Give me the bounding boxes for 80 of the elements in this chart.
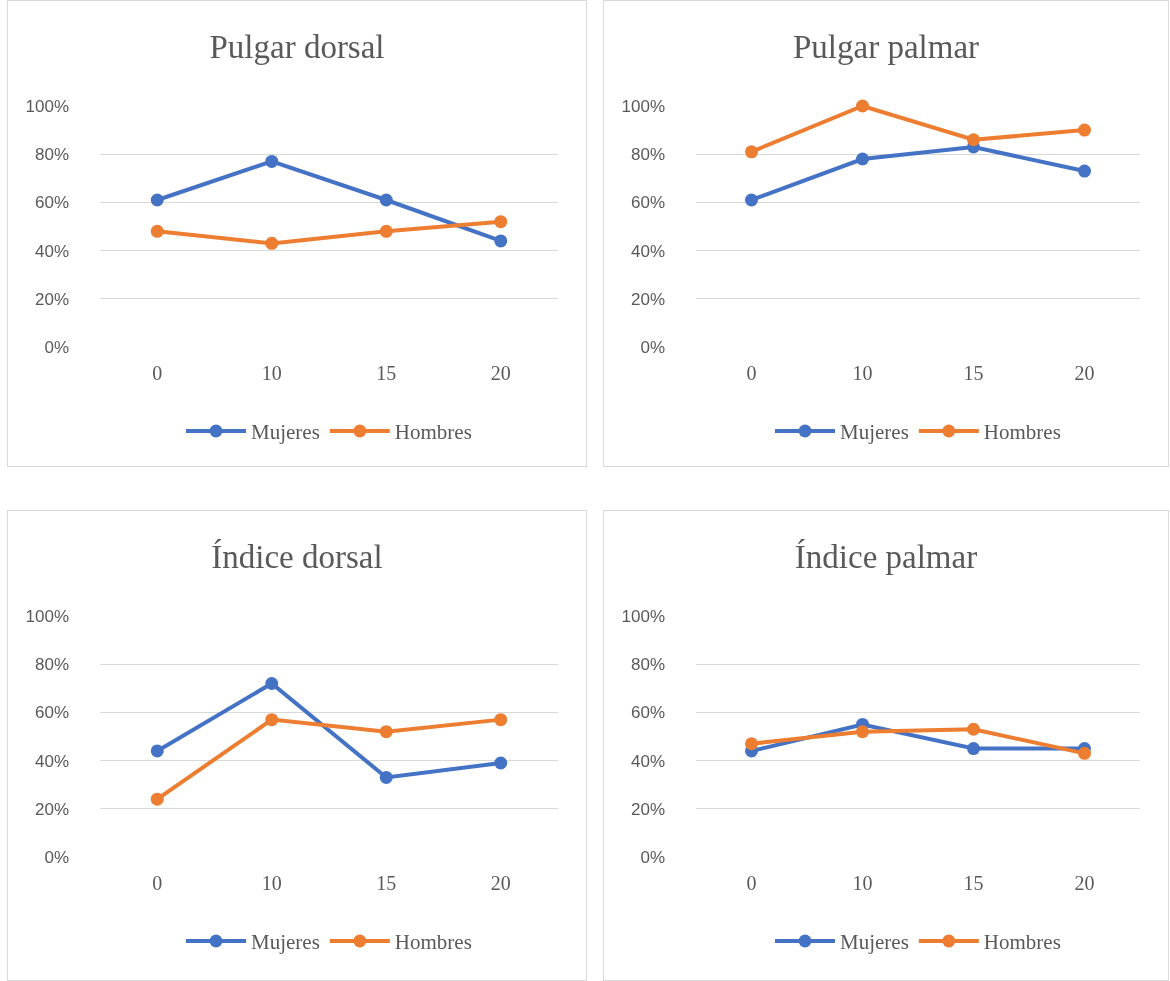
point: [379, 224, 393, 238]
x-tick-label: 20: [490, 872, 511, 894]
y-tick-label: 100%: [621, 96, 665, 116]
point: [379, 725, 393, 739]
point: [150, 224, 164, 238]
point: [379, 193, 393, 207]
point: [494, 215, 508, 229]
x-tick-label: 0: [152, 872, 163, 894]
chart-title: Índice dorsal: [211, 538, 383, 575]
point: [856, 152, 869, 166]
y-tick-label: 40%: [630, 751, 665, 771]
y-tick-label: 40%: [630, 241, 665, 261]
y-tick-label: 60%: [34, 193, 69, 213]
point: [745, 145, 758, 159]
y-tick-label: 20%: [630, 799, 665, 819]
x-tick-label: 20: [1074, 872, 1095, 894]
point: [265, 154, 279, 168]
legend-label: Mujeres: [251, 420, 320, 445]
point: [856, 99, 869, 113]
point: [745, 193, 758, 207]
x-tick-label: 10: [261, 362, 282, 384]
point: [494, 756, 508, 770]
chart-title: Pulgar dorsal: [209, 28, 385, 65]
y-tick-label: 100%: [25, 96, 69, 116]
x-tick-label: 15: [376, 362, 397, 384]
point: [1078, 123, 1091, 137]
x-tick-label: 10: [852, 872, 873, 894]
legend-label: Hombres: [983, 420, 1061, 445]
y-tick-label: 20%: [630, 289, 665, 309]
y-tick-label: 0%: [640, 847, 665, 867]
legend-label: Mujeres: [840, 420, 909, 445]
point: [967, 722, 980, 736]
y-tick-label: 100%: [621, 606, 665, 626]
x-tick-label: 0: [746, 872, 757, 894]
x-tick-label: 15: [963, 872, 984, 894]
point: [745, 737, 758, 751]
y-tick-label: 60%: [630, 193, 665, 213]
y-tick-label: 100%: [25, 606, 69, 626]
y-tick-label: 40%: [34, 751, 69, 771]
legend-label: Mujeres: [840, 930, 909, 955]
y-tick-label: 80%: [34, 145, 69, 165]
point: [967, 133, 980, 147]
point: [265, 236, 279, 250]
y-tick-label: 80%: [34, 655, 69, 675]
y-tick-label: 20%: [34, 289, 69, 309]
x-tick-label: 0: [152, 362, 163, 384]
point: [494, 234, 508, 248]
y-tick-label: 0%: [640, 337, 665, 357]
x-tick-label: 15: [376, 872, 397, 894]
point: [265, 676, 279, 690]
y-tick-label: 0%: [44, 337, 69, 357]
point: [1078, 746, 1091, 760]
legend-label: Hombres: [394, 930, 472, 955]
x-tick-label: 10: [261, 872, 282, 894]
point: [150, 744, 164, 758]
point: [494, 713, 508, 727]
point: [150, 193, 164, 207]
point: [379, 770, 393, 784]
y-tick-label: 60%: [630, 703, 665, 723]
y-tick-label: 80%: [630, 655, 665, 675]
x-tick-label: 20: [1074, 362, 1095, 384]
x-tick-label: 15: [963, 362, 984, 384]
point: [150, 792, 164, 806]
chart-title: Pulgar palmar: [792, 28, 980, 65]
y-tick-label: 20%: [34, 799, 69, 819]
y-tick-label: 60%: [34, 703, 69, 723]
y-tick-label: 40%: [34, 241, 69, 261]
y-tick-label: 80%: [630, 145, 665, 165]
x-tick-label: 0: [746, 362, 757, 384]
point: [856, 725, 869, 739]
point: [265, 713, 279, 727]
legend-label: Hombres: [983, 930, 1061, 955]
chart-title: Índice palmar: [794, 538, 978, 575]
legend-label: Mujeres: [251, 930, 320, 955]
point: [1078, 164, 1091, 178]
x-tick-label: 10: [852, 362, 873, 384]
legend-label: Hombres: [394, 420, 472, 445]
point: [967, 742, 980, 756]
x-tick-label: 20: [490, 362, 511, 384]
y-tick-label: 0%: [44, 847, 69, 867]
